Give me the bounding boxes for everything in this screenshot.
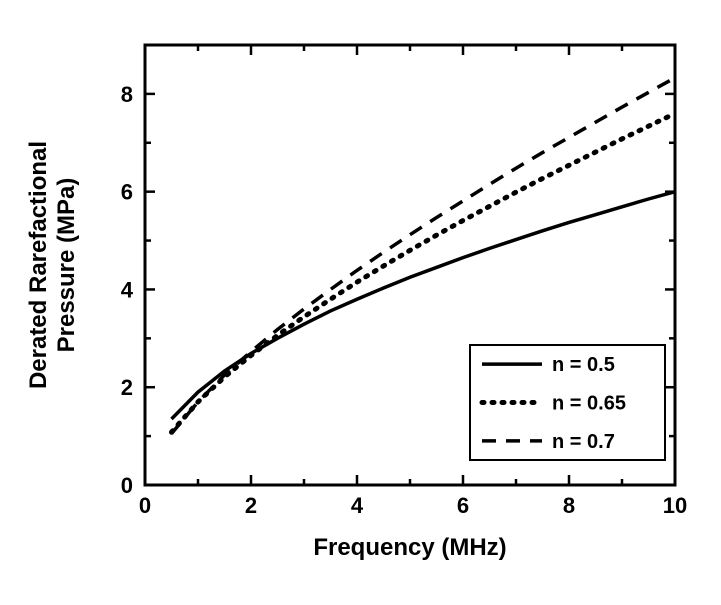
y-tick-label: 6 xyxy=(121,180,133,205)
y-tick-label: 8 xyxy=(121,82,133,107)
svg-text:Pressure (MPa): Pressure (MPa) xyxy=(53,178,80,353)
x-tick-label: 6 xyxy=(457,493,469,518)
x-axis-label: Frequency (MHz) xyxy=(313,534,506,561)
y-tick-label: 2 xyxy=(121,375,133,400)
y-tick-label: 0 xyxy=(121,473,133,498)
legend-label: n = 0.7 xyxy=(552,431,615,453)
x-tick-label: 0 xyxy=(139,493,151,518)
x-tick-label: 4 xyxy=(351,493,364,518)
x-tick-label: 2 xyxy=(245,493,257,518)
chart-container: 0 2 4 6 8 10 0 2 4 6 8 Frequency (MHz) Derated Raref… xyxy=(0,0,721,605)
svg-text:Derated Rarefactional: Derated Rarefactional xyxy=(25,141,52,389)
y-tick-label: 4 xyxy=(121,277,134,302)
line-chart: 0 2 4 6 8 10 0 2 4 6 8 Frequency (MHz) Derated Raref… xyxy=(0,0,721,605)
x-tick-label: 10 xyxy=(663,493,687,518)
x-tick-label: 8 xyxy=(563,493,575,518)
y-axis-label: Derated RarefactionalPressure (MPa) xyxy=(25,141,80,389)
legend-label: n = 0.65 xyxy=(552,393,626,415)
legend-label: n = 0.5 xyxy=(552,354,615,376)
